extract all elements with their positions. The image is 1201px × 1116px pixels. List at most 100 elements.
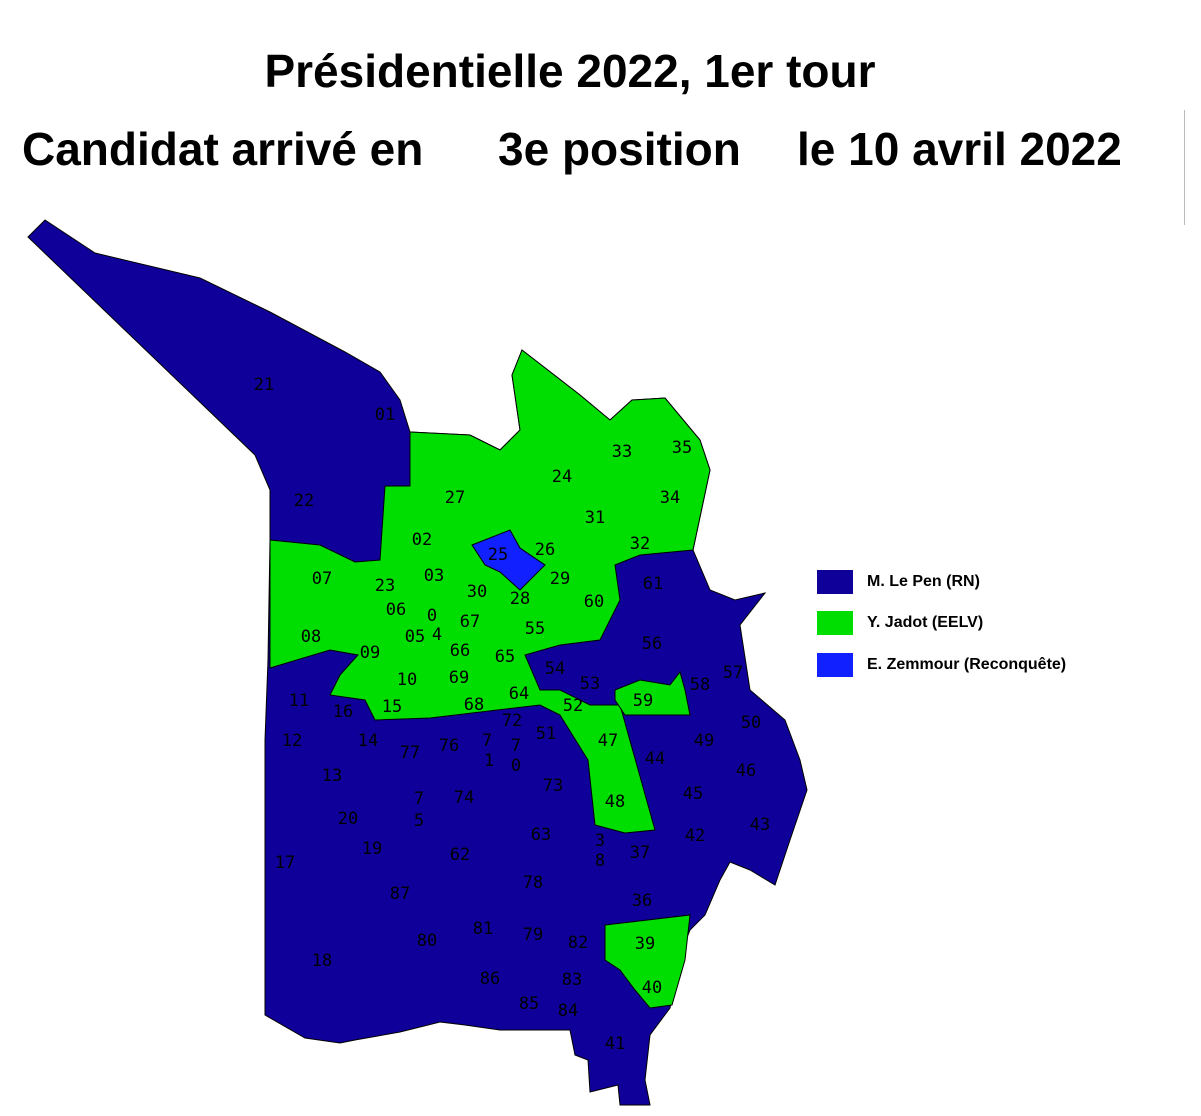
region-label-19: 19 xyxy=(362,839,382,859)
region-label-text: 16 xyxy=(333,702,353,722)
region-label-text: 7 xyxy=(511,736,521,756)
region-label-text: 17 xyxy=(275,853,295,873)
region-label-33: 33 xyxy=(612,442,632,462)
region-label-54: 54 xyxy=(545,659,565,679)
region-label-47: 47 xyxy=(598,731,618,751)
region-label-63: 63 xyxy=(531,825,551,845)
region-label-82: 82 xyxy=(568,933,588,953)
region-label-text: 46 xyxy=(736,761,756,781)
region-label-77: 77 xyxy=(400,743,420,763)
region-label-text: 4 xyxy=(432,625,442,645)
region-label-text: 76 xyxy=(439,736,459,756)
region-label-text: 06 xyxy=(386,600,406,620)
region-label-text: 50 xyxy=(741,713,761,733)
region-label-text: 3 xyxy=(595,831,605,851)
region-label-80: 80 xyxy=(417,931,437,951)
region-label-56: 56 xyxy=(642,634,662,654)
region-label-text: 23 xyxy=(375,576,395,596)
region-label-text: 32 xyxy=(630,534,650,554)
region-label-87: 87 xyxy=(390,884,410,904)
region-label-text: 67 xyxy=(460,612,480,632)
region-label-84: 84 xyxy=(558,1001,578,1021)
region-label-text: 0 xyxy=(427,606,437,626)
region-label-text: 65 xyxy=(495,647,515,667)
region-label-79: 79 xyxy=(523,925,543,945)
region-label-text: 8 xyxy=(595,851,605,871)
region-label-text: 33 xyxy=(612,442,632,462)
region-label-65: 65 xyxy=(495,647,515,667)
region-label-28: 28 xyxy=(510,589,530,609)
region-label-31: 31 xyxy=(585,508,605,528)
legend-label-zemmour: E. Zemmour (Reconquête) xyxy=(867,656,1067,673)
map-title: Présidentielle 2022, 1er tour xyxy=(264,45,876,97)
region-label-text: 78 xyxy=(523,873,543,893)
region-label-55: 55 xyxy=(525,619,545,639)
legend-item-lepen: M. Le Pen (RN) xyxy=(817,570,980,594)
region-label-81: 81 xyxy=(473,919,493,939)
region-label-text: 01 xyxy=(375,405,395,425)
region-label-73: 73 xyxy=(543,776,563,796)
region-label-66: 66 xyxy=(450,641,470,661)
region-label-17: 17 xyxy=(275,853,295,873)
region-label-22: 22 xyxy=(294,491,314,511)
region-label-11: 11 xyxy=(289,691,309,711)
legend-swatch-lepen xyxy=(817,570,853,594)
region-label-09: 09 xyxy=(360,643,380,663)
region-label-38: 38 xyxy=(595,831,605,871)
region-label-text: 26 xyxy=(535,540,555,560)
legend-swatch-zemmour xyxy=(817,653,853,677)
legend-swatch-jadot xyxy=(817,611,853,635)
region-label-60: 60 xyxy=(584,592,604,612)
region-label-05: 05 xyxy=(405,627,425,647)
region-label-text: 08 xyxy=(301,627,321,647)
region-label-text: 62 xyxy=(450,845,470,865)
region-label-06: 06 xyxy=(386,600,406,620)
region-label-text: 5 xyxy=(414,811,424,831)
region-label-14: 14 xyxy=(358,731,378,751)
region-label-text: 20 xyxy=(338,809,358,829)
region-label-text: 1 xyxy=(484,751,494,771)
region-label-text: 86 xyxy=(480,969,500,989)
region-jadot-area-north xyxy=(269,349,711,834)
legend-item-zemmour: E. Zemmour (Reconquête) xyxy=(817,653,1066,677)
region-label-text: 0 xyxy=(511,756,521,776)
region-label-text: 77 xyxy=(400,743,420,763)
region-label-30: 30 xyxy=(467,582,487,602)
region-label-text: 79 xyxy=(523,925,543,945)
region-label-text: 10 xyxy=(397,670,417,690)
region-label-text: 34 xyxy=(660,488,680,508)
region-label-71: 71 xyxy=(482,731,494,771)
region-label-text: 29 xyxy=(550,569,570,589)
region-label-01: 01 xyxy=(375,405,395,425)
region-label-text: 61 xyxy=(643,574,663,594)
region-label-20: 20 xyxy=(338,809,358,829)
region-label-08: 08 xyxy=(301,627,321,647)
region-label-text: 19 xyxy=(362,839,382,859)
region-label-68: 68 xyxy=(464,695,484,715)
region-label-07: 07 xyxy=(312,569,332,589)
region-label-49: 49 xyxy=(694,731,714,751)
region-label-76: 76 xyxy=(439,736,459,756)
region-label-text: 02 xyxy=(412,530,432,550)
region-label-text: 44 xyxy=(645,749,665,769)
region-label-text: 42 xyxy=(685,826,705,846)
region-label-34: 34 xyxy=(660,488,680,508)
region-label-45: 45 xyxy=(683,784,703,804)
region-label-70: 70 xyxy=(511,736,521,776)
region-label-text: 66 xyxy=(450,641,470,661)
region-label-52: 52 xyxy=(563,696,583,716)
region-label-text: 14 xyxy=(358,731,378,751)
region-label-15: 15 xyxy=(382,697,402,717)
legend-label-lepen: M. Le Pen (RN) xyxy=(867,573,980,590)
region-label-text: 51 xyxy=(536,724,556,744)
region-label-text: 7 xyxy=(482,731,492,751)
legend-item-jadot: Y. Jadot (EELV) xyxy=(817,611,983,635)
region-label-text: 80 xyxy=(417,931,437,951)
region-label-21: 21 xyxy=(254,375,274,395)
region-label-text: 39 xyxy=(635,934,655,954)
region-label-text: 21 xyxy=(254,375,274,395)
region-label-text: 49 xyxy=(694,731,714,751)
region-label-text: 58 xyxy=(690,675,710,695)
region-label-27: 27 xyxy=(445,488,465,508)
region-label-59: 59 xyxy=(633,691,653,711)
